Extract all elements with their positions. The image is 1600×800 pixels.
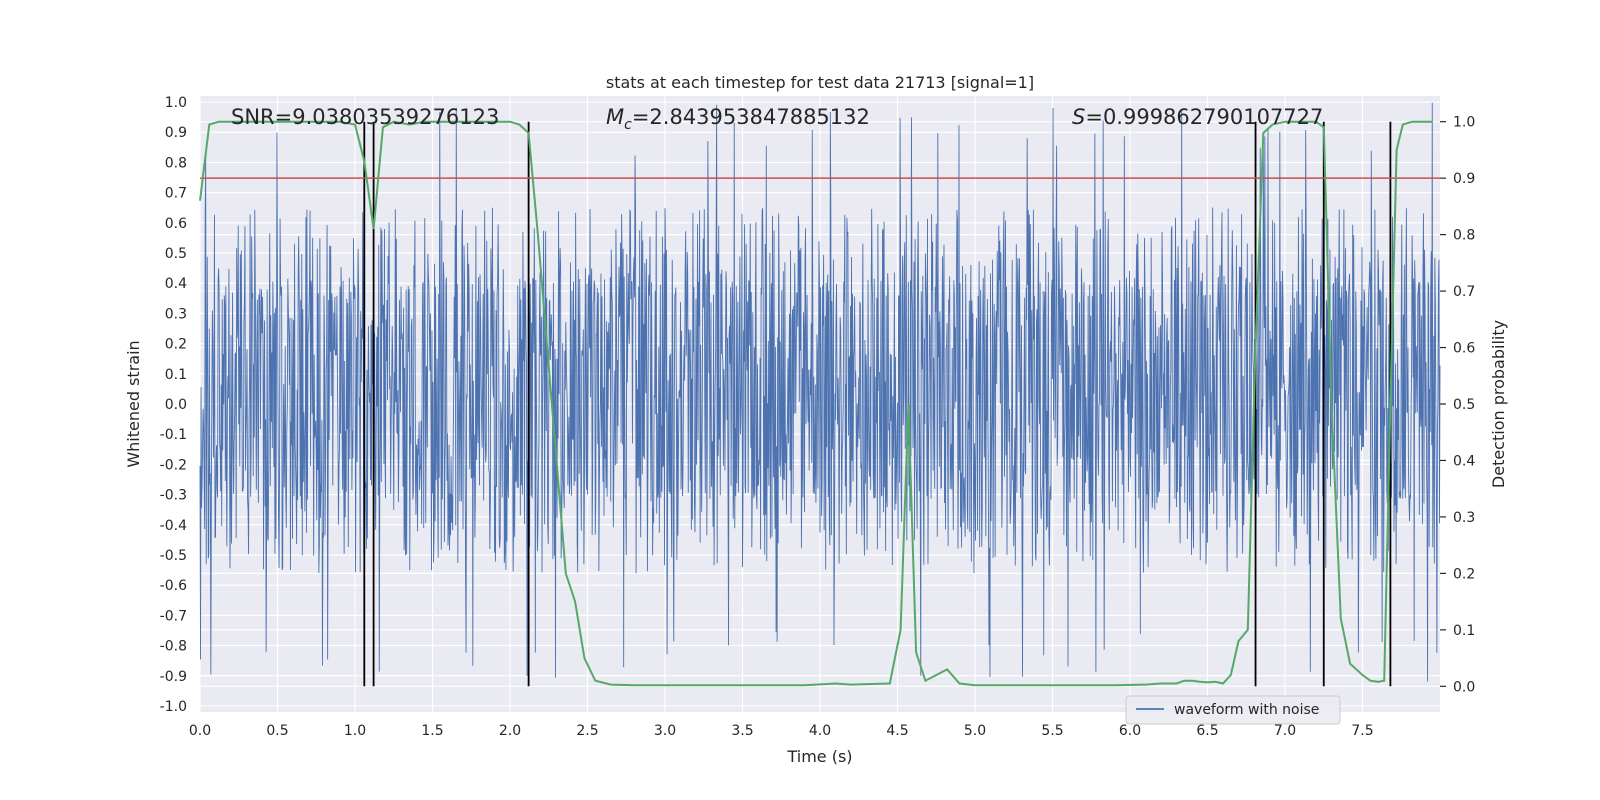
mc-subscript: c [624,117,632,133]
y-tick-label: 0.8 [165,155,187,171]
y2-tick-label: 0.3 [1453,510,1475,526]
x-tick-label: 5.0 [964,723,986,739]
y-tick-label: 0.1 [165,367,187,383]
x-tick-label: 4.5 [886,723,908,739]
detection-probability-line [199,120,1433,687]
mc-value: =2.843953847885132 [632,105,870,129]
s-value: =0.999862790107727 [1085,105,1323,129]
y-tick-label: -0.5 [160,548,187,564]
y-tick-label: -0.4 [160,518,187,534]
y2-axis-title: Detection probability [1489,320,1508,488]
x-axis-title: Time (s) [786,747,852,766]
waveform-series-line [199,102,1441,682]
y-tick-label: -1.0 [160,699,187,715]
y-axis-title: Whitened strain [124,340,143,467]
chart-title: stats at each timestep for test data 217… [606,73,1034,92]
y2-tick-label: 0.9 [1453,171,1475,187]
mc-symbol: M [606,105,624,129]
y2-tick-label: 0.4 [1453,453,1475,469]
y-tick-label: 1.0 [165,95,187,111]
y-tick-label: -0.6 [160,578,187,594]
x-tick-label: 1.0 [344,723,366,739]
y-tick-labels: -1.0 -0.9 -0.8 -0.7 -0.6 -0.5 -0.4 -0.3 -0.2 -0.1… [160,95,187,715]
x-tick-label: 0.0 [189,723,211,739]
y-tick-label: -0.7 [160,608,187,624]
x-tick-label: 7.0 [1274,723,1296,739]
y-tick-label: 0.9 [165,125,187,141]
score-annotation: S=0.999862790107727 [1072,105,1323,129]
y-tick-label: 0.5 [165,246,187,262]
x-tick-label: 3.5 [731,723,753,739]
y2-tick-label: 0.1 [1453,623,1475,639]
y2-tick-label: 0.6 [1453,341,1475,357]
y2-tick-label: 0.2 [1453,566,1475,582]
x-tick-label: 1.5 [421,723,443,739]
y2-tick-label: 0.8 [1453,228,1475,244]
x-tick-label: 3.0 [654,723,676,739]
x-tick-label: 5.5 [1041,723,1063,739]
y-tick-label: -0.8 [160,639,187,655]
x-tick-label: 6.5 [1196,723,1218,739]
y-tick-label: 0.6 [165,216,187,232]
y-tick-label: -0.3 [160,488,187,504]
y-tick-label: 0.0 [165,397,187,413]
snr-annotation: SNR=9.03803539276123 [231,105,499,129]
y2-tick-labels: 0.0 0.1 0.2 0.3 0.4 0.5 0.6 0.7 0.8 0.9 1.0 [1440,115,1475,695]
x-tick-label: 0.5 [266,723,288,739]
y-tick-label: 0.2 [165,337,187,353]
y2-tick-label: 1.0 [1453,115,1475,131]
y2-tick-label: 0.7 [1453,284,1475,300]
x-tick-label: 2.5 [576,723,598,739]
x-tick-labels: 0.0 0.5 1.0 1.5 2.0 2.5 3.0 3.5 4.0 4.5 5.0 5.5 6.0 6… [189,723,1374,739]
legend-box [1125,695,1341,725]
x-tick-label: 6.0 [1119,723,1141,739]
y-tick-label: -0.9 [160,669,187,685]
y2-tick-label: 0.0 [1453,679,1475,695]
legend-label: waveform with noise [1174,702,1319,718]
y-tick-label: 0.7 [165,186,187,202]
legend: waveform with noise [1125,695,1341,725]
s-symbol: S [1072,105,1085,129]
y2-tick-label: 0.5 [1453,397,1475,413]
x-tick-label: 4.0 [809,723,831,739]
y-tick-label: -0.2 [160,457,187,473]
x-tick-label: 2.0 [499,723,521,739]
y-tick-label: 0.4 [165,276,187,292]
x-tick-label: 7.5 [1351,723,1373,739]
y-tick-label: 0.3 [165,306,187,322]
y-tick-label: -0.1 [160,427,187,443]
chirp-mass-annotation: Mc=2.843953847885132 [606,105,870,133]
